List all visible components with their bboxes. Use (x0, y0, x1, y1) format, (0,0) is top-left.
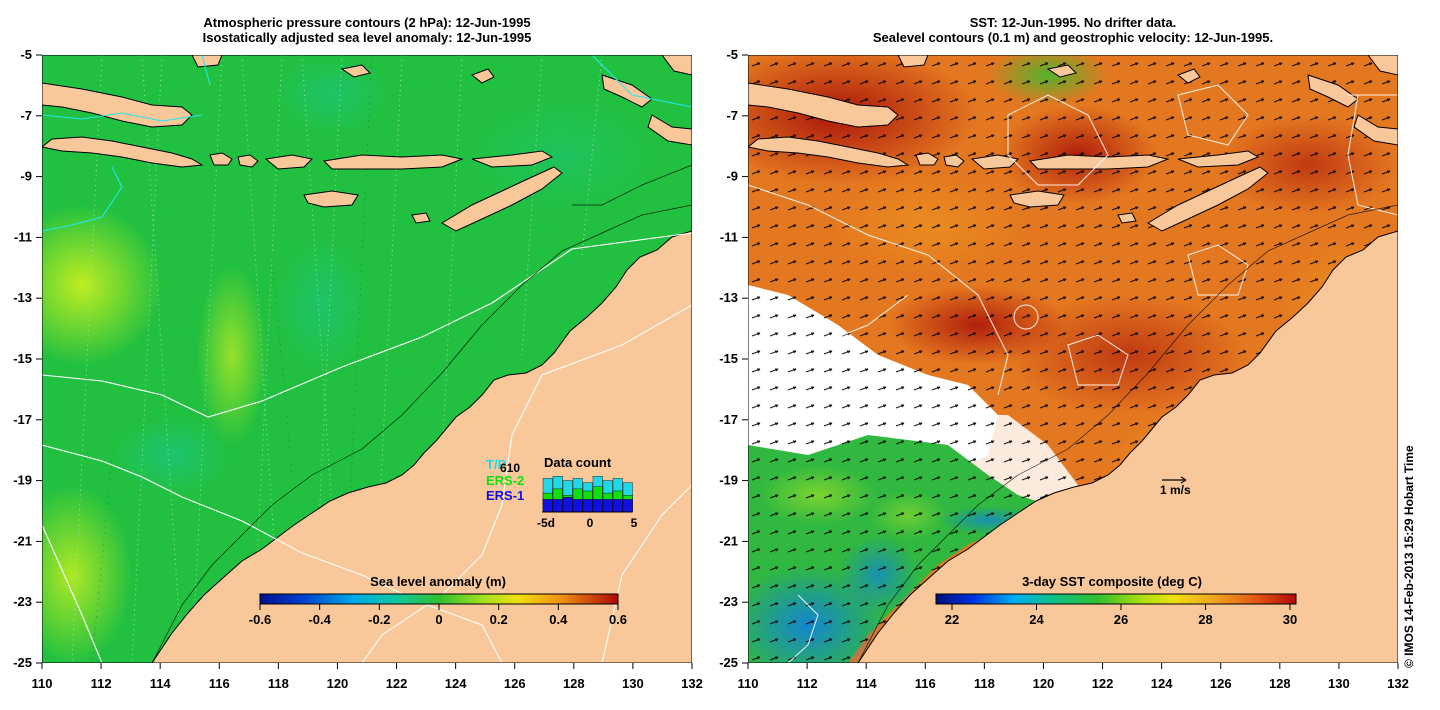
credit-text: © IMOS 14-Feb-2013 15:29 Hobart Time (1402, 445, 1416, 668)
x-tick-label: 130 (1328, 676, 1350, 691)
colorbar-tick-label: -0.2 (368, 612, 390, 627)
colorbar-tick-label: 0 (435, 612, 442, 627)
sst-colorbar-label: 3-day SST composite (deg C) (1022, 574, 1202, 589)
y-tick-label: -11 (14, 229, 32, 244)
hist-axis-end: 5 (631, 516, 638, 530)
y-tick-label: -19 (13, 473, 32, 488)
right-title-line2: Sealevel contours (0.1 m) and geostrophi… (872, 30, 1274, 45)
colorbar-tick-label: 0.4 (549, 612, 568, 627)
y-tick-label: -15 (13, 351, 32, 366)
x-tick-label: 132 (681, 676, 703, 691)
x-tick-label: 116 (209, 676, 230, 691)
legend-ers1: ERS-1 (486, 488, 524, 503)
x-tick-label: 110 (32, 676, 53, 691)
y-tick-label: -15 (719, 351, 738, 366)
histogram-bar (602, 499, 613, 513)
y-tick-label: -5 (726, 47, 738, 62)
colorbar-tick-label: 0.6 (609, 612, 627, 627)
velocity-scale-label: 1 m/s (1160, 483, 1191, 497)
legend-tp: T/P (486, 457, 507, 472)
x-tick-label: 124 (445, 676, 467, 691)
right-title: SST: 12-Jun-1995. No drifter data. Seale… (748, 15, 1398, 45)
histogram-bar (612, 499, 623, 513)
y-tick-label: -25 (719, 655, 738, 670)
hist-axis-start: -5d (537, 516, 555, 530)
x-tick-label: 124 (1151, 676, 1173, 691)
histogram-bar (572, 499, 583, 513)
y-tick-label: -17 (13, 412, 32, 427)
colorbar-tick-label: -0.4 (308, 612, 331, 627)
colorbar-tick-label: -0.6 (249, 612, 271, 627)
right-map (748, 55, 1398, 663)
right-title-line1: SST: 12-Jun-1995. No drifter data. (969, 15, 1177, 30)
x-tick-label: 114 (150, 676, 172, 691)
x-tick-label: 116 (915, 676, 936, 691)
left-map (42, 55, 692, 663)
data-count-number: 610 (500, 461, 520, 475)
left-title-line1: Atmospheric pressure contours (2 hPa): 1… (203, 15, 531, 30)
y-tick-label: -21 (13, 533, 32, 548)
x-tick-label: 132 (1387, 676, 1409, 691)
y-tick-label: -23 (13, 594, 32, 609)
x-tick-label: 126 (504, 676, 526, 691)
y-tick-label: -9 (20, 169, 32, 184)
left-title: Atmospheric pressure contours (2 hPa): 1… (42, 15, 692, 45)
x-tick-label: 112 (91, 676, 112, 691)
x-tick-label: 118 (974, 676, 995, 691)
y-tick-label: -7 (20, 108, 32, 123)
colorbar-tick-label: 30 (1283, 612, 1297, 627)
histogram-bar (542, 499, 553, 513)
x-tick-label: 112 (797, 676, 818, 691)
y-tick-label: -13 (719, 290, 738, 305)
y-tick-label: -11 (720, 229, 738, 244)
colorbar-tick-label: 24 (1029, 612, 1044, 627)
data-count-inset: Data count T/P 610 ERS-2 ERS-1 -5d 0 5 (486, 455, 638, 530)
x-tick-label: 110 (738, 676, 759, 691)
y-tick-label: -5 (20, 47, 32, 62)
x-tick-label: 128 (1269, 676, 1291, 691)
y-tick-label: -23 (719, 594, 738, 609)
y-tick-label: -19 (719, 473, 738, 488)
histogram-bar (552, 499, 563, 513)
histogram-bar (622, 499, 633, 513)
data-count-title: Data count (544, 455, 612, 470)
x-tick-label: 128 (563, 676, 585, 691)
x-tick-label: 130 (622, 676, 644, 691)
y-tick-label: -13 (13, 290, 32, 305)
left-title-line2: Isostatically adjusted sea level anomaly… (202, 30, 532, 45)
x-tick-label: 122 (1092, 676, 1114, 691)
hist-axis-mid: 0 (587, 516, 594, 530)
x-tick-label: 120 (1033, 676, 1055, 691)
x-tick-label: 126 (1210, 676, 1232, 691)
y-tick-label: -17 (719, 412, 738, 427)
x-tick-label: 122 (386, 676, 408, 691)
histogram-bar (582, 499, 593, 513)
y-tick-label: -9 (726, 169, 738, 184)
y-tick-label: -25 (13, 655, 32, 670)
legend-ers2: ERS-2 (486, 473, 524, 488)
sst-colorbar: 3-day SST composite (deg C) 22 24 26 28 30 (935, 574, 1297, 627)
velocity-scale: 1 m/s (1160, 476, 1191, 497)
x-tick-label: 114 (856, 676, 878, 691)
y-tick-label: -7 (726, 108, 738, 123)
x-tick-label: 120 (327, 676, 349, 691)
histogram-bar (592, 499, 603, 513)
colorbar-tick-label: 0.2 (490, 612, 508, 627)
colorbar-tick-label: 28 (1198, 612, 1212, 627)
colorbar-tick-label: 22 (945, 612, 959, 627)
sla-colorbar: Sea level anomaly (m) -0.6 -0.4 -0.2 0 0.2 0.… (249, 574, 627, 627)
x-tick-label: 118 (268, 676, 289, 691)
y-tick-label: -21 (719, 533, 738, 548)
sla-colorbar-label: Sea level anomaly (m) (370, 574, 506, 589)
histogram-bar (562, 497, 573, 513)
colorbar-tick-label: 26 (1114, 612, 1128, 627)
